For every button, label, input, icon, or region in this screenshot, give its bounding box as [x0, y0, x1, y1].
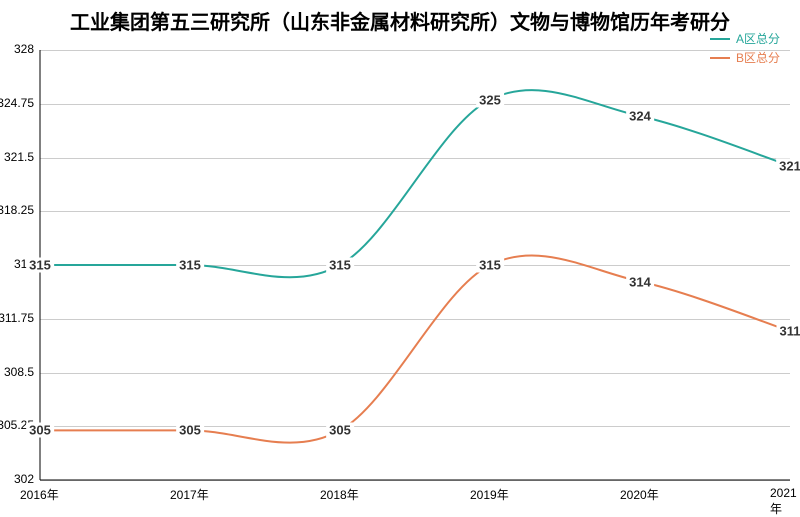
series-line: [40, 90, 790, 277]
data-label: 325: [476, 92, 504, 107]
y-tick-label: 318.25: [0, 203, 34, 217]
data-label: 311: [777, 324, 800, 339]
data-label: 315: [476, 258, 504, 273]
y-tick-label: 302: [14, 472, 34, 486]
data-label: 314: [626, 274, 654, 289]
y-tick-label: 308.5: [4, 365, 34, 379]
x-tick-label: 2021年: [770, 486, 797, 517]
data-label: 305: [326, 423, 354, 438]
data-label: 315: [26, 258, 54, 273]
y-tick-label: 324.75: [0, 96, 34, 110]
x-tick-label: 2018年: [320, 486, 359, 503]
plot-area: 302305.25308.5311.75315318.25321.5324.75…: [40, 50, 790, 480]
legend-swatch: [710, 38, 730, 40]
chart-title: 工业集团第五三研究所（山东非金属材料研究所）文物与博物馆历年考研分: [0, 6, 800, 35]
x-tick-label: 2016年: [20, 486, 59, 503]
data-label: 324: [626, 109, 654, 124]
x-tick-label: 2019年: [470, 486, 509, 503]
y-tick-label: 328: [14, 42, 34, 56]
legend-label: A区总分: [736, 30, 780, 47]
series-line: [40, 255, 790, 442]
y-tick-label: 321.5: [4, 150, 34, 164]
y-tick-label: 311.75: [0, 311, 34, 325]
x-tick-label: 2020年: [620, 486, 659, 503]
line-chart: 工业集团第五三研究所（山东非金属材料研究所）文物与博物馆历年考研分 A区总分B区…: [0, 0, 800, 500]
data-label: 305: [26, 423, 54, 438]
data-label: 305: [176, 423, 204, 438]
data-label: 315: [326, 258, 354, 273]
data-label: 321: [776, 158, 800, 173]
data-label: 315: [176, 258, 204, 273]
chart-svg: [40, 50, 790, 480]
legend-item: A区总分: [710, 30, 780, 47]
x-tick-label: 2017年: [170, 486, 209, 503]
